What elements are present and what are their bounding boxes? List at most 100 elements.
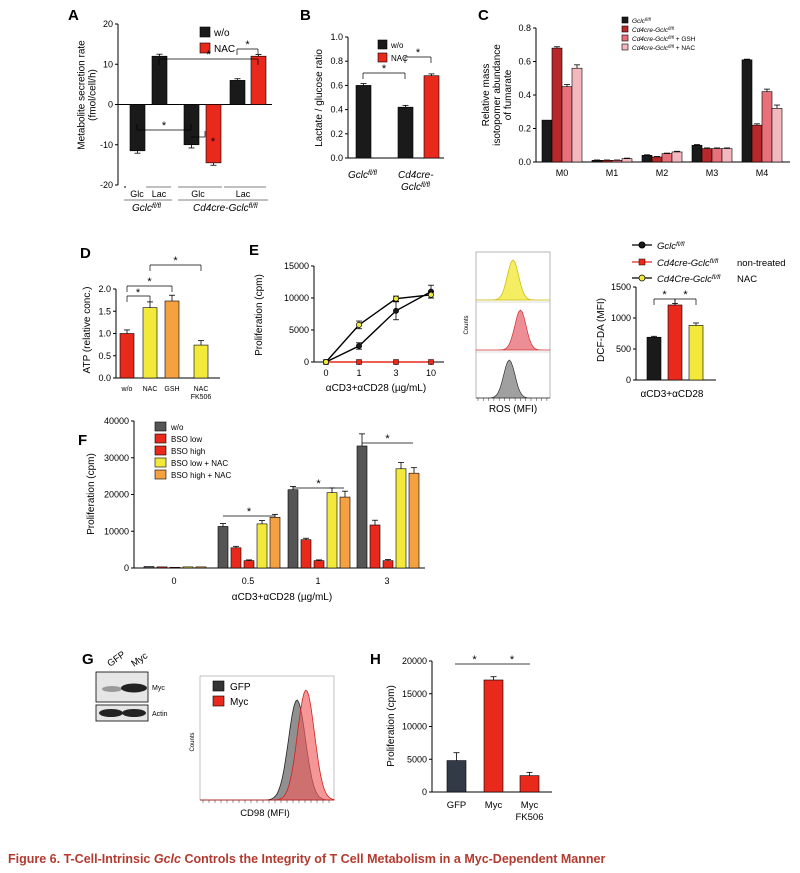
- legend-swatch: [154, 457, 167, 468]
- significance-star: *: [136, 287, 141, 299]
- legend-label: BSO low: [171, 435, 202, 444]
- bar: [182, 566, 194, 569]
- legend-label: NAC: [214, 44, 235, 55]
- bar: [688, 325, 704, 381]
- y-tick-label: 0.2: [330, 129, 343, 139]
- bar: [561, 86, 573, 163]
- y-tick-label: 0.4: [330, 105, 343, 115]
- legend-label: Cd4cre-Gclcfl/fl: [657, 258, 719, 270]
- y-tick-label: -10: [100, 140, 113, 150]
- band-label: Actin: [152, 711, 168, 718]
- bar: [195, 566, 207, 569]
- bar: [339, 496, 351, 569]
- y-axis-label-line: Proliferation (cpm): [254, 274, 265, 356]
- series-line: [325, 290, 432, 363]
- legend-label: BSO high + NAC: [171, 471, 231, 480]
- bar: [129, 104, 146, 152]
- significance-star: *: [382, 63, 387, 75]
- y-axis-label: ATP (relative conc.): [82, 287, 93, 374]
- blot-band: [102, 686, 122, 692]
- significance-star: *: [211, 136, 216, 148]
- bar: [355, 85, 372, 159]
- bar: [169, 566, 181, 569]
- y-axis-label-line: Relative mass: [481, 64, 492, 127]
- bar: [151, 55, 168, 105]
- data-point: [393, 359, 399, 365]
- data-point: [323, 359, 329, 365]
- x-tick-label: M2: [656, 168, 669, 178]
- data-point: [393, 295, 399, 302]
- y-tick-label: 10000: [284, 293, 309, 303]
- bar: [601, 160, 613, 163]
- legend-swatch: [199, 26, 211, 38]
- bar: [761, 91, 773, 163]
- legend-label: Cd4Cre-Gclcfl/fl: [657, 274, 721, 286]
- y-tick-label: 0.6: [518, 57, 531, 67]
- panel-letter: E: [249, 242, 259, 259]
- x-tick-label: Lac: [152, 189, 167, 199]
- y-tick-label: 10000: [402, 722, 427, 732]
- y-tick-label: 500: [616, 344, 631, 354]
- x-tick-label: FK506: [516, 812, 544, 823]
- bar: [243, 560, 255, 569]
- bar: [287, 489, 299, 569]
- legend-label: w/o: [213, 28, 230, 39]
- panel-letter: G: [82, 651, 94, 668]
- x-tick-label: Gclcfl/fl: [401, 182, 430, 194]
- y-tick-label: 0.0: [330, 153, 343, 163]
- bar: [356, 445, 368, 569]
- y-tick-label: 0.4: [518, 90, 531, 100]
- significance-star: *: [147, 276, 152, 288]
- bar: [408, 472, 420, 569]
- significance-star: *: [510, 654, 515, 666]
- legend-swatch: [621, 16, 629, 24]
- bar: [193, 344, 209, 379]
- bar: [300, 539, 312, 569]
- y-tick-label: 1.0: [330, 32, 343, 42]
- x-axis-label: αCD3+αCD28: [641, 389, 704, 400]
- legend-swatch: [621, 43, 629, 51]
- y-tick-label: 0.0: [98, 373, 111, 383]
- blot-band: [122, 709, 146, 717]
- x-axis-label: CD98 (MFI): [240, 808, 290, 819]
- x-tick-label: 10: [426, 368, 436, 378]
- bar: [326, 492, 338, 569]
- bar: [230, 547, 242, 569]
- bar: [646, 336, 662, 381]
- bar: [771, 108, 783, 163]
- x-tick-label: M1: [606, 168, 619, 178]
- y-tick-label: 0.5: [98, 351, 111, 361]
- legend-label: BSO high: [171, 447, 205, 456]
- bar: [671, 151, 683, 163]
- legend-label: w/o: [390, 41, 404, 50]
- x-tick-label: 3: [393, 368, 398, 378]
- blot-band: [121, 683, 147, 693]
- y-axis-label: Counts: [464, 315, 470, 334]
- y-tick-label: 0.8: [518, 23, 531, 33]
- bar: [119, 333, 135, 379]
- y-tick-label: 0: [108, 100, 113, 110]
- y-tick-label: 1.0: [98, 329, 111, 339]
- x-axis-label: αCD3+αCD28 (µg/mL): [326, 383, 426, 394]
- bar: [250, 55, 267, 105]
- legend-label: non-treated: [737, 258, 786, 269]
- y-tick-label: 5000: [289, 325, 309, 335]
- bar: [667, 304, 683, 381]
- legend-label: Myc: [230, 697, 248, 708]
- bar: [691, 144, 703, 163]
- x-tick-label: FK506: [191, 394, 212, 401]
- y-tick-label: 1500: [611, 282, 631, 292]
- histogram-curve: [476, 309, 550, 351]
- y-tick-label: 0: [422, 787, 427, 797]
- panel-letter: A: [68, 7, 79, 24]
- y-axis-label-line: isotopomer abundance: [492, 44, 503, 146]
- y-axis-label-line: Proliferation (cpm): [386, 685, 397, 767]
- x-tick-label: Lac: [236, 189, 251, 199]
- y-axis-label: Metabolite secretion rate (fmol/cell/h): [77, 40, 99, 150]
- legend-label: Gclcfl/fl: [632, 17, 652, 26]
- figure-caption: Figure 6. T-Cell-Intrinsic Gclc Controls…: [8, 852, 606, 866]
- bar: [611, 160, 623, 163]
- bar: [519, 775, 540, 793]
- y-axis-label: Proliferation (cpm): [386, 685, 397, 767]
